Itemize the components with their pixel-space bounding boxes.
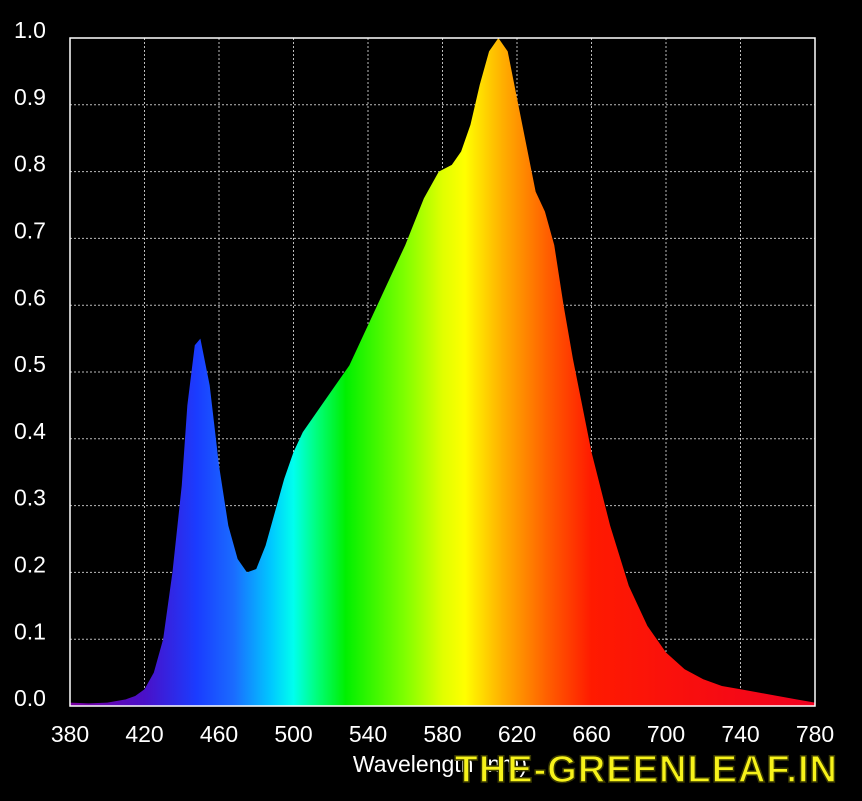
y-tick-label: 0.7 (14, 217, 46, 243)
y-tick-label: 0.0 (14, 685, 46, 711)
x-tick-label: 460 (200, 721, 238, 747)
plot-border (69, 37, 816, 707)
x-tick-label: 540 (349, 721, 387, 747)
x-tick-label: 700 (647, 721, 685, 747)
x-tick-label: 620 (498, 721, 536, 747)
x-tick-label: 740 (721, 721, 759, 747)
spectrum-area (70, 38, 815, 706)
x-tick-label: 660 (572, 721, 610, 747)
y-tick-label: 0.3 (14, 485, 46, 511)
y-tick-label: 0.5 (14, 351, 46, 377)
y-tick-label: 0.2 (14, 551, 46, 577)
x-axis-label: Wavelength (nm) (353, 751, 527, 777)
y-tick-label: 0.9 (14, 84, 46, 110)
y-tick-label: 0.8 (14, 151, 46, 177)
x-tick-label: 380 (51, 721, 89, 747)
watermark: THE-GREENLEAF.IN (455, 749, 838, 791)
y-tick-label: 0.1 (14, 618, 46, 644)
y-tick-label: 0.6 (14, 284, 46, 310)
x-tick-label: 500 (274, 721, 312, 747)
x-tick-label: 420 (125, 721, 163, 747)
x-tick-label: 780 (796, 721, 834, 747)
y-tick-label: 1.0 (14, 17, 46, 43)
x-tick-label: 580 (423, 721, 461, 747)
plot-area: 0.0 0.1 0.2 0.3 0.4 0.5 0.6 0.7 0.8 0.9 1.0 380 420 4… (14, 17, 834, 747)
y-tick-label: 0.4 (14, 418, 46, 444)
